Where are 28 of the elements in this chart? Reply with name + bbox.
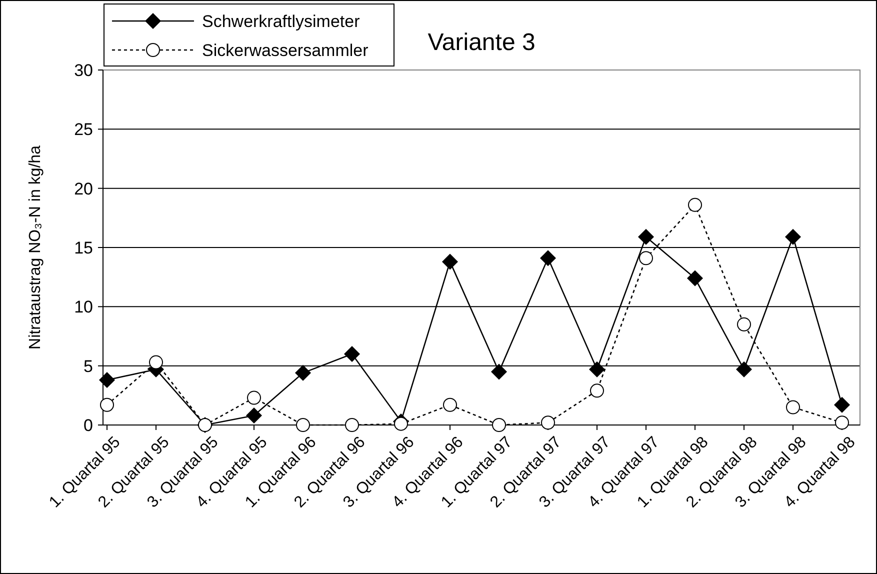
y-tick-label: 10 (74, 298, 93, 317)
point (541, 416, 555, 430)
y-tick-label: 0 (84, 416, 93, 435)
point (589, 361, 605, 378)
point (99, 372, 115, 388)
chart-title: Variante 3 (428, 29, 536, 56)
y-tick-label: 25 (74, 120, 93, 140)
point (785, 228, 801, 245)
y-axis-title: Nitrataustrag NO₃-N in kg/ha (27, 145, 44, 350)
point (638, 228, 654, 245)
legend-label: Sickerwassersammler (202, 40, 369, 60)
point (149, 355, 163, 370)
point (296, 418, 310, 432)
point (540, 250, 556, 266)
point (736, 361, 752, 378)
legend-label: Schwerkraftlysimeter (202, 12, 360, 31)
point (394, 416, 408, 431)
y-tick-label: 20 (74, 179, 93, 198)
point (687, 270, 703, 286)
point (295, 364, 311, 381)
y-tick-label: 5 (84, 356, 93, 376)
y-tick-label: 30 (74, 60, 93, 80)
point (834, 396, 850, 413)
point (491, 364, 507, 380)
y-tick-label: 15 (74, 238, 93, 258)
point (344, 346, 360, 362)
point (442, 254, 458, 270)
point (246, 408, 262, 424)
